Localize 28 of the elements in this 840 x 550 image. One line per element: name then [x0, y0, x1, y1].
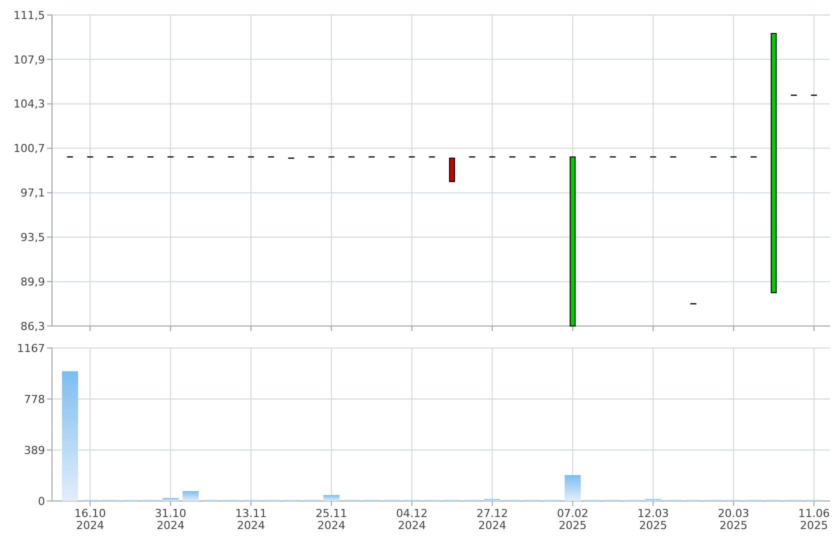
candlestick: [449, 158, 456, 182]
y-tick-label: 389: [24, 444, 45, 457]
bar: [182, 491, 199, 501]
y-tick-label: 1167: [17, 342, 45, 355]
x-tick-label: 13.11 2024: [235, 507, 267, 532]
y-tick-label: 111,5: [14, 8, 45, 22]
x-tick-label: 07.02 2025: [556, 507, 588, 532]
x-tick-label: 27.12 2024: [476, 507, 508, 532]
bar: [162, 498, 179, 501]
x-tick-label: 31.10 2024: [154, 507, 186, 532]
bar: [323, 494, 340, 501]
x-tick-label: 16.10 2024: [74, 507, 106, 532]
y-tick-label: 93,5: [20, 230, 45, 244]
y-tick-label: 107,9: [14, 53, 45, 66]
y-tick-label: 97,1: [20, 186, 45, 200]
x-tick-label: 25.11 2024: [316, 507, 348, 532]
y-tick-label: 100,7: [14, 142, 45, 156]
bar: [564, 475, 581, 501]
y-tick-label: 89,9: [20, 275, 45, 288]
y-tick-label: 104,3: [14, 98, 45, 111]
x-tick-label: 11.06 2025: [798, 507, 830, 532]
x-tick-label: 04.12 2024: [396, 507, 428, 532]
x-tick-label: 20.03 2025: [718, 507, 750, 532]
y-tick-label: 0: [38, 494, 45, 508]
y-tick-label: 778: [24, 392, 45, 406]
x-tick-label: 12.03 2025: [637, 507, 669, 532]
y-tick-label: 86,3: [20, 320, 45, 333]
bar: [62, 371, 78, 501]
